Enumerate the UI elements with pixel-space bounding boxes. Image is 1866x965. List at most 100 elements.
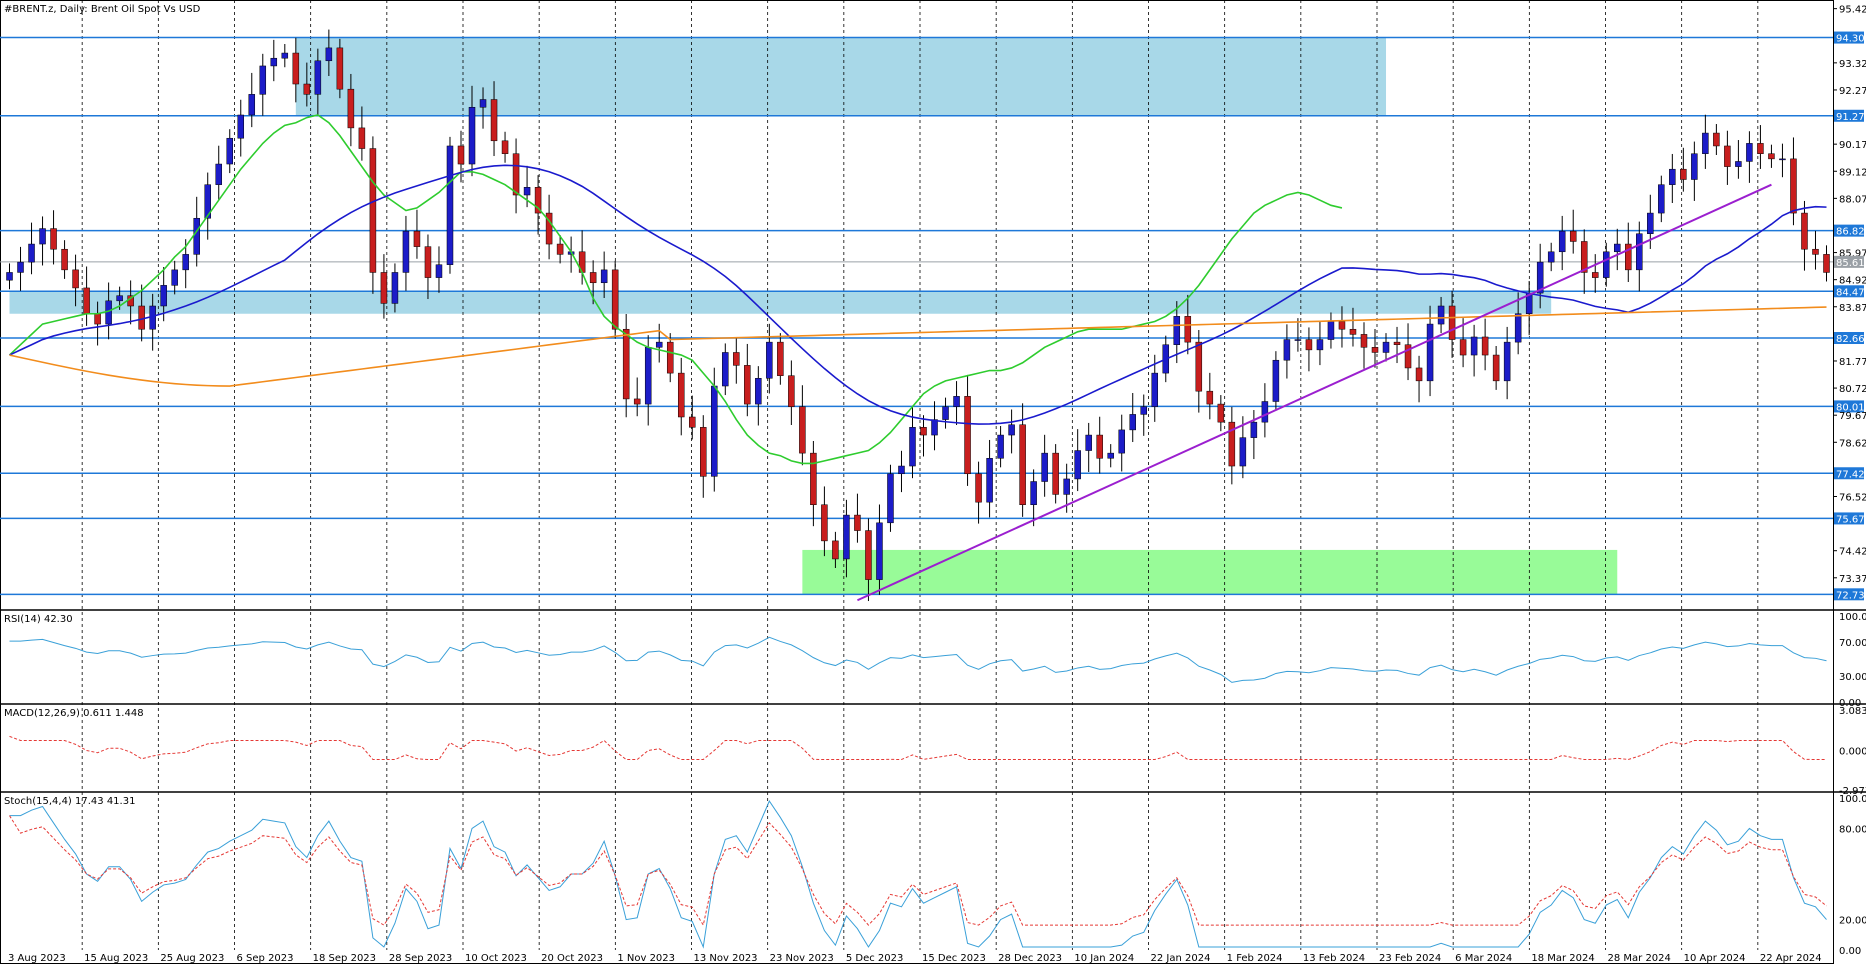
- date-tick-label: 18 Mar 2024: [1531, 953, 1594, 964]
- date-tick-label: 22 Apr 2024: [1760, 953, 1822, 964]
- candle-bull: [766, 341, 773, 379]
- candle-bull: [116, 295, 123, 302]
- candle-bull: [876, 522, 883, 580]
- date-tick-label: 15 Aug 2023: [84, 953, 148, 964]
- candle-bear: [292, 52, 300, 85]
- stoch-tick-label: 100.00: [1839, 794, 1866, 805]
- price-tag-label: 80.01: [1836, 402, 1865, 413]
- candle-bear: [622, 328, 630, 400]
- candle-bull: [1382, 341, 1390, 353]
- date-tick-label: 3 Aug 2023: [8, 953, 66, 964]
- candle-bull: [909, 427, 916, 467]
- candle-bull: [270, 57, 278, 67]
- candle-bear: [666, 341, 674, 374]
- price-tag-bg: [1834, 588, 1864, 601]
- price-tick-label: 78.62: [1839, 438, 1866, 449]
- candle-bear: [611, 269, 619, 330]
- candle-bull: [711, 385, 718, 477]
- candle-bear: [920, 427, 927, 436]
- candle-bull: [1327, 321, 1335, 340]
- candle-bull: [479, 99, 487, 108]
- candle-bear: [1823, 254, 1830, 273]
- price-tick-label: 88.07: [1839, 194, 1866, 205]
- candle-bear: [1492, 354, 1500, 382]
- candle-bull: [1558, 230, 1566, 253]
- candle-bull: [1691, 153, 1698, 180]
- candle-bear: [501, 140, 509, 154]
- candle-bull: [1547, 251, 1555, 263]
- candle-bear: [1757, 143, 1764, 154]
- candle-bear: [1569, 230, 1577, 242]
- candle-bull: [1426, 323, 1434, 382]
- candle-bull: [204, 184, 211, 219]
- candle-bull: [226, 137, 233, 165]
- candle-bull: [1151, 372, 1159, 407]
- candle-bear: [1217, 403, 1225, 423]
- candle-bear: [788, 375, 795, 407]
- candle-bull: [1261, 401, 1269, 423]
- candle-bull: [1603, 251, 1610, 278]
- candle-bull: [259, 65, 267, 95]
- candle-bear: [1096, 434, 1103, 459]
- candle-bear: [777, 341, 784, 376]
- candle-bull: [1636, 233, 1643, 271]
- candle-bull: [391, 272, 399, 304]
- price-tag-bg: [1834, 31, 1864, 44]
- rsi-tick-label: 100.00: [1839, 612, 1866, 623]
- candle-bull: [28, 243, 35, 263]
- candle-bear: [700, 427, 707, 477]
- candle-bear: [336, 47, 344, 90]
- candle-bull: [435, 264, 443, 278]
- moving-averages-layer: [8, 114, 1827, 465]
- candle-bull: [1735, 161, 1742, 167]
- candle-bear: [821, 504, 828, 542]
- candle-bear: [380, 272, 388, 304]
- candle-bull: [1746, 143, 1753, 162]
- candle-bull: [281, 52, 289, 59]
- candle-bull: [1503, 341, 1511, 382]
- candle-bull: [1437, 305, 1445, 325]
- candle-bull: [17, 261, 24, 273]
- candle-bull: [655, 341, 663, 348]
- candle-bull: [1779, 158, 1786, 161]
- candle-bear: [545, 212, 553, 245]
- candle-bull: [468, 106, 476, 165]
- candle-bear: [1393, 341, 1401, 345]
- candle-bull: [1129, 414, 1136, 431]
- candle-bull: [523, 187, 531, 196]
- trendline-layer: [857, 183, 1772, 602]
- candle-bear: [1801, 212, 1808, 250]
- candle-bear: [1184, 316, 1192, 343]
- candle-bear: [138, 305, 145, 330]
- price-tag-bg: [1834, 109, 1864, 122]
- ma50-line: [9, 164, 1827, 425]
- price-tag-bg: [1834, 512, 1864, 525]
- price-tag-bg: [1834, 400, 1864, 413]
- rsi-tick-label: 30.00: [1839, 672, 1866, 683]
- price-tag-label: 94.30: [1836, 34, 1865, 45]
- rsi-tick-label: 70.00: [1839, 638, 1866, 649]
- candle-bull: [887, 473, 894, 524]
- candle-bear: [810, 452, 817, 506]
- candle-bear: [457, 145, 465, 165]
- date-tick-label: 18 Sep 2023: [313, 953, 376, 964]
- price-tag-label: 72.73: [1836, 590, 1865, 601]
- date-tick-label: 6 Sep 2023: [237, 953, 294, 964]
- candle-bull: [898, 465, 905, 475]
- price-tick-label: 93.32: [1839, 59, 1866, 70]
- date-tick-label: 28 Dec 2023: [998, 953, 1062, 964]
- candle-bull: [237, 114, 245, 139]
- price-tick-label: 74.42: [1839, 547, 1866, 558]
- price-tag-bg: [1834, 255, 1864, 268]
- zone-green-2: [802, 549, 1618, 595]
- candle-bull: [1283, 339, 1291, 361]
- candle-bear: [1724, 145, 1731, 167]
- candle-bull: [1514, 313, 1522, 343]
- candle-bear: [1360, 334, 1368, 348]
- candle-bull: [1140, 406, 1147, 415]
- date-tick-label: 23 Feb 2024: [1379, 953, 1441, 964]
- candle-bull: [1316, 339, 1324, 351]
- candle-bear: [413, 230, 421, 247]
- stoch-line: [9, 799, 1827, 949]
